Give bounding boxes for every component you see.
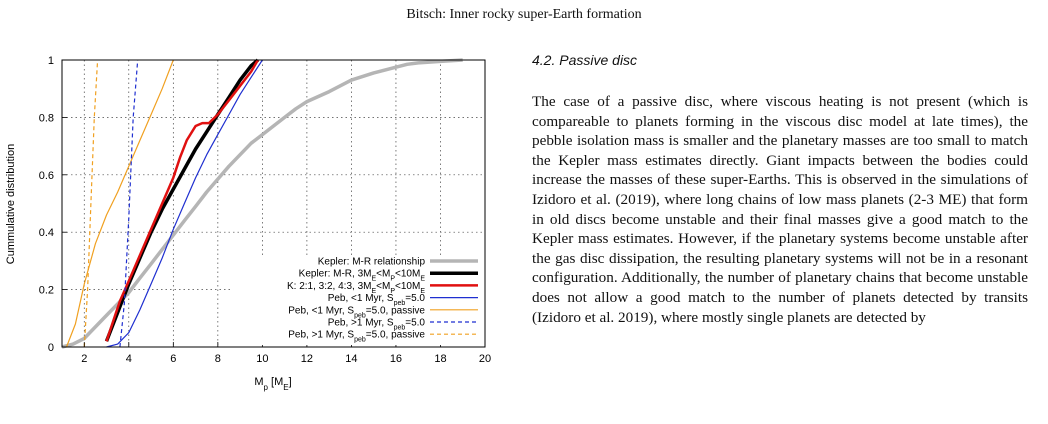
legend-label-3: K: 2:1, 3:2, 4:3, 3ME<MP<10ME xyxy=(287,281,425,295)
y-tick-label: 1 xyxy=(48,55,54,67)
running-head: Bitsch: Inner rocky super-Earth formatio… xyxy=(406,7,642,22)
legend-label-1: Kepler: M-R relationship xyxy=(318,257,426,268)
y-tick-label: 0.6 xyxy=(39,170,54,182)
chart-series xyxy=(61,58,463,349)
legend-label-2: Kepler: M-R, 3ME<MP<10ME xyxy=(299,269,426,283)
y-tick-label: 0 xyxy=(48,342,54,354)
plot-frame xyxy=(61,59,486,348)
legend-label-5: Peb, <1 Myr, Speb=5.0, passive xyxy=(288,305,425,319)
x-tick-label: 12 xyxy=(301,353,313,365)
x-tick-label: 4 xyxy=(126,353,132,365)
body-paragraph: The case of a passive disc, where viscou… xyxy=(532,93,1028,326)
y-axis-label: Cummulative distribution xyxy=(5,144,17,264)
figure-cumulative-distribution: 2 4 6 8 10 12 14 16 18 20 0 0.2 0.4 0.6 0.8 1 Cummulati… xyxy=(0,40,500,419)
chart-ticks: 2 4 6 8 10 12 14 16 18 20 0 0.2 0.4 0.6 0.8 1 xyxy=(39,55,491,365)
series-line-7 xyxy=(83,59,99,348)
legend-label-4: Peb, <1 Myr, Speb=5.0 xyxy=(328,293,426,307)
x-axis-label: Mp [ME] xyxy=(254,376,291,392)
legend-background xyxy=(232,255,482,345)
y-tick-label: 0.2 xyxy=(39,285,54,297)
x-tick-label: 2 xyxy=(81,353,87,365)
section-title: 4.2. Passive disc xyxy=(532,52,638,68)
x-tick-label: 6 xyxy=(170,353,176,365)
legend-label-7: Peb, >1 Myr, Speb=5.0, passive xyxy=(288,330,425,344)
y-tick-label: 0.8 xyxy=(39,112,54,124)
series-line-3 xyxy=(105,59,259,342)
y-tick-label: 0.4 xyxy=(39,227,54,239)
series-line-6 xyxy=(119,59,139,348)
x-tick-label: 18 xyxy=(434,353,446,365)
x-tick-label: 10 xyxy=(256,353,268,365)
x-tick-label: 20 xyxy=(479,353,491,365)
series-line-4 xyxy=(106,59,263,348)
legend-label-6: Peb, >1 Myr, Speb=5.0 xyxy=(328,318,426,332)
series-line-5 xyxy=(65,59,174,348)
x-tick-label: 16 xyxy=(390,353,402,365)
x-tick-label: 14 xyxy=(345,353,357,365)
chart-svg: 2 4 6 8 10 12 14 16 18 20 0 0.2 0.4 0.6 0.8 1 Cummulati… xyxy=(5,55,491,392)
x-tick-label: 8 xyxy=(215,353,221,365)
